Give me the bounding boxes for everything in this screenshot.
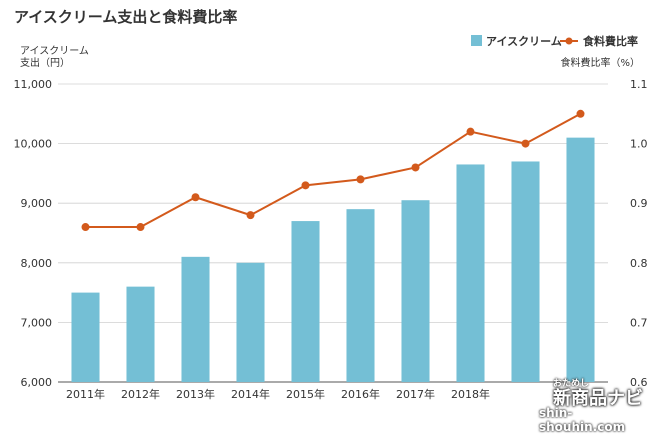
x-tick-label: 2018年	[451, 387, 490, 401]
line-point	[301, 181, 310, 190]
line-series	[81, 109, 585, 232]
left-tick-label: 9,000	[21, 197, 53, 210]
bar	[346, 209, 375, 382]
bar	[401, 200, 430, 382]
left-tick-label: 6,000	[21, 376, 53, 389]
bar	[71, 292, 100, 382]
right-tick-label: 0.7	[630, 316, 648, 329]
line-point	[466, 127, 475, 136]
bar	[566, 137, 595, 382]
chart-title: アイスクリーム支出と食料費比率	[14, 8, 238, 26]
x-tick-label: 2015年	[286, 387, 325, 401]
right-tick-label: 0.6	[630, 376, 648, 389]
left-tick-label: 11,000	[14, 78, 53, 91]
line-point	[136, 223, 145, 232]
legend-bar-label: アイスクリーム	[486, 35, 562, 48]
line-point	[356, 175, 365, 184]
watermark-small: おためし	[553, 379, 590, 389]
bar	[291, 221, 320, 382]
line-point	[81, 223, 90, 232]
x-axis-ticks: 2011年 2012年 2013年 2014年 2015年 2016年 2017年 2018年	[66, 387, 490, 401]
left-tick-label: 7,000	[21, 316, 53, 329]
right-axis-label: 食料費比率（%）	[560, 56, 640, 69]
left-axis-label-line1: アイスクリーム	[20, 45, 89, 57]
watermark-logo: おためし 新商品ナビ shin-shouhin.com	[515, 368, 645, 434]
line-point	[246, 211, 255, 220]
left-axis-label-line2: 支出（円）	[20, 56, 70, 69]
line-point	[576, 109, 585, 118]
bar	[511, 161, 540, 382]
legend-bar-swatch	[471, 35, 482, 46]
x-tick-label: 2013年	[176, 387, 215, 401]
legend-line-marker	[565, 37, 573, 45]
bar	[181, 256, 210, 382]
line-point	[521, 139, 530, 148]
right-tick-label: 1.1	[630, 78, 648, 91]
bar	[126, 286, 155, 382]
line-point	[411, 163, 420, 172]
x-tick-label: 2017年	[396, 387, 435, 401]
watermark-main: 新商品ナビ	[553, 388, 643, 409]
bar	[236, 262, 265, 382]
left-axis-ticks: 6,000 7,000 8,000 9,000 10,000 11,000	[14, 78, 53, 389]
x-tick-label: 2016年	[341, 387, 380, 401]
legend: アイスクリーム 食料費比率	[471, 34, 638, 48]
right-tick-label: 0.8	[630, 257, 648, 270]
right-tick-label: 0.9	[630, 197, 648, 210]
x-tick-label: 2011年	[66, 387, 105, 401]
x-tick-label: 2012年	[121, 387, 160, 401]
series-line	[85, 112, 581, 229]
left-tick-label: 8,000	[21, 257, 53, 270]
right-tick-label: 1.0	[630, 138, 648, 151]
bar	[456, 164, 485, 382]
right-axis-ticks: 0.6 0.7 0.8 0.9 1.0 1.1	[630, 78, 648, 389]
x-tick-label: 2014年	[231, 387, 270, 401]
bars	[71, 137, 595, 382]
legend-line-label: 食料費比率	[583, 34, 638, 48]
line-point	[191, 193, 200, 202]
left-tick-label: 10,000	[14, 138, 53, 151]
